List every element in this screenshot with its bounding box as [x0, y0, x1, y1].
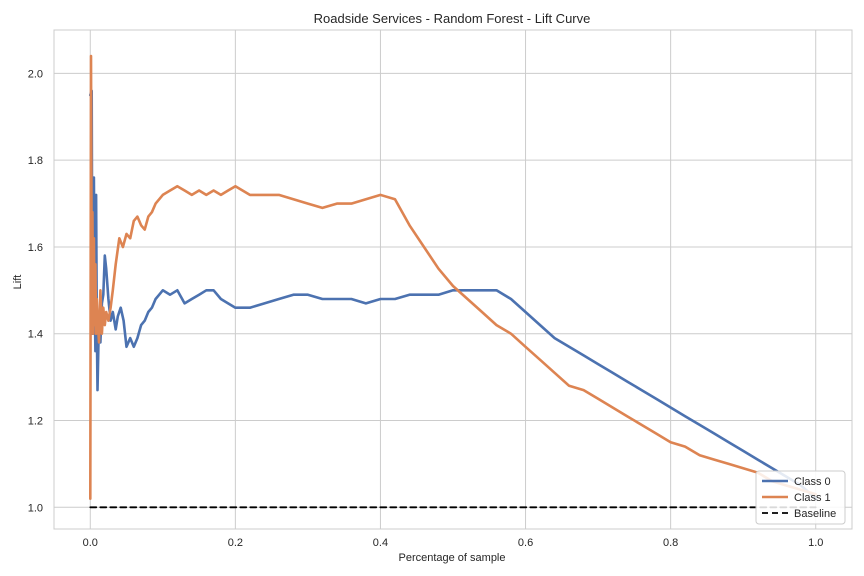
series-line-class-0: [89, 89, 818, 500]
x-tick-label: 0.8: [663, 537, 678, 549]
y-tick-label: 1.2: [28, 416, 43, 428]
y-axis-label: Lift: [12, 275, 24, 290]
series-line-class-1: [89, 54, 818, 500]
chart-title: Roadside Services - Random Forest - Lift…: [314, 11, 591, 26]
legend-box: [755, 470, 846, 525]
x-axis-label: Percentage of sample: [398, 552, 505, 564]
x-tick-label: 0.2: [228, 537, 243, 549]
x-tick-label: 0.4: [373, 537, 388, 549]
x-tick-label: 1.0: [808, 537, 823, 549]
y-tick-label: 1.8: [28, 155, 43, 167]
y-tick-label: 1.0: [28, 502, 43, 514]
legend: Class 0 Class 1 Baseline: [755, 470, 846, 525]
ticks: 0.0 0.2 0.4 0.6 0.8 1.0 1.0 1.2 1.4 1.6 1.8 2.0: [28, 68, 824, 549]
legend-entry: Class 0: [794, 476, 831, 488]
legend-entry: Class 1: [794, 492, 831, 504]
x-tick-label: 0.6: [518, 537, 533, 549]
plot-area: [53, 29, 853, 530]
y-tick-label: 1.4: [28, 329, 43, 341]
y-tick-label: 1.6: [28, 242, 43, 254]
y-tick-label: 2.0: [28, 68, 43, 80]
legend-entry: Baseline: [794, 508, 836, 520]
series-layer: [89, 54, 818, 509]
x-tick-label: 0.0: [83, 537, 98, 549]
